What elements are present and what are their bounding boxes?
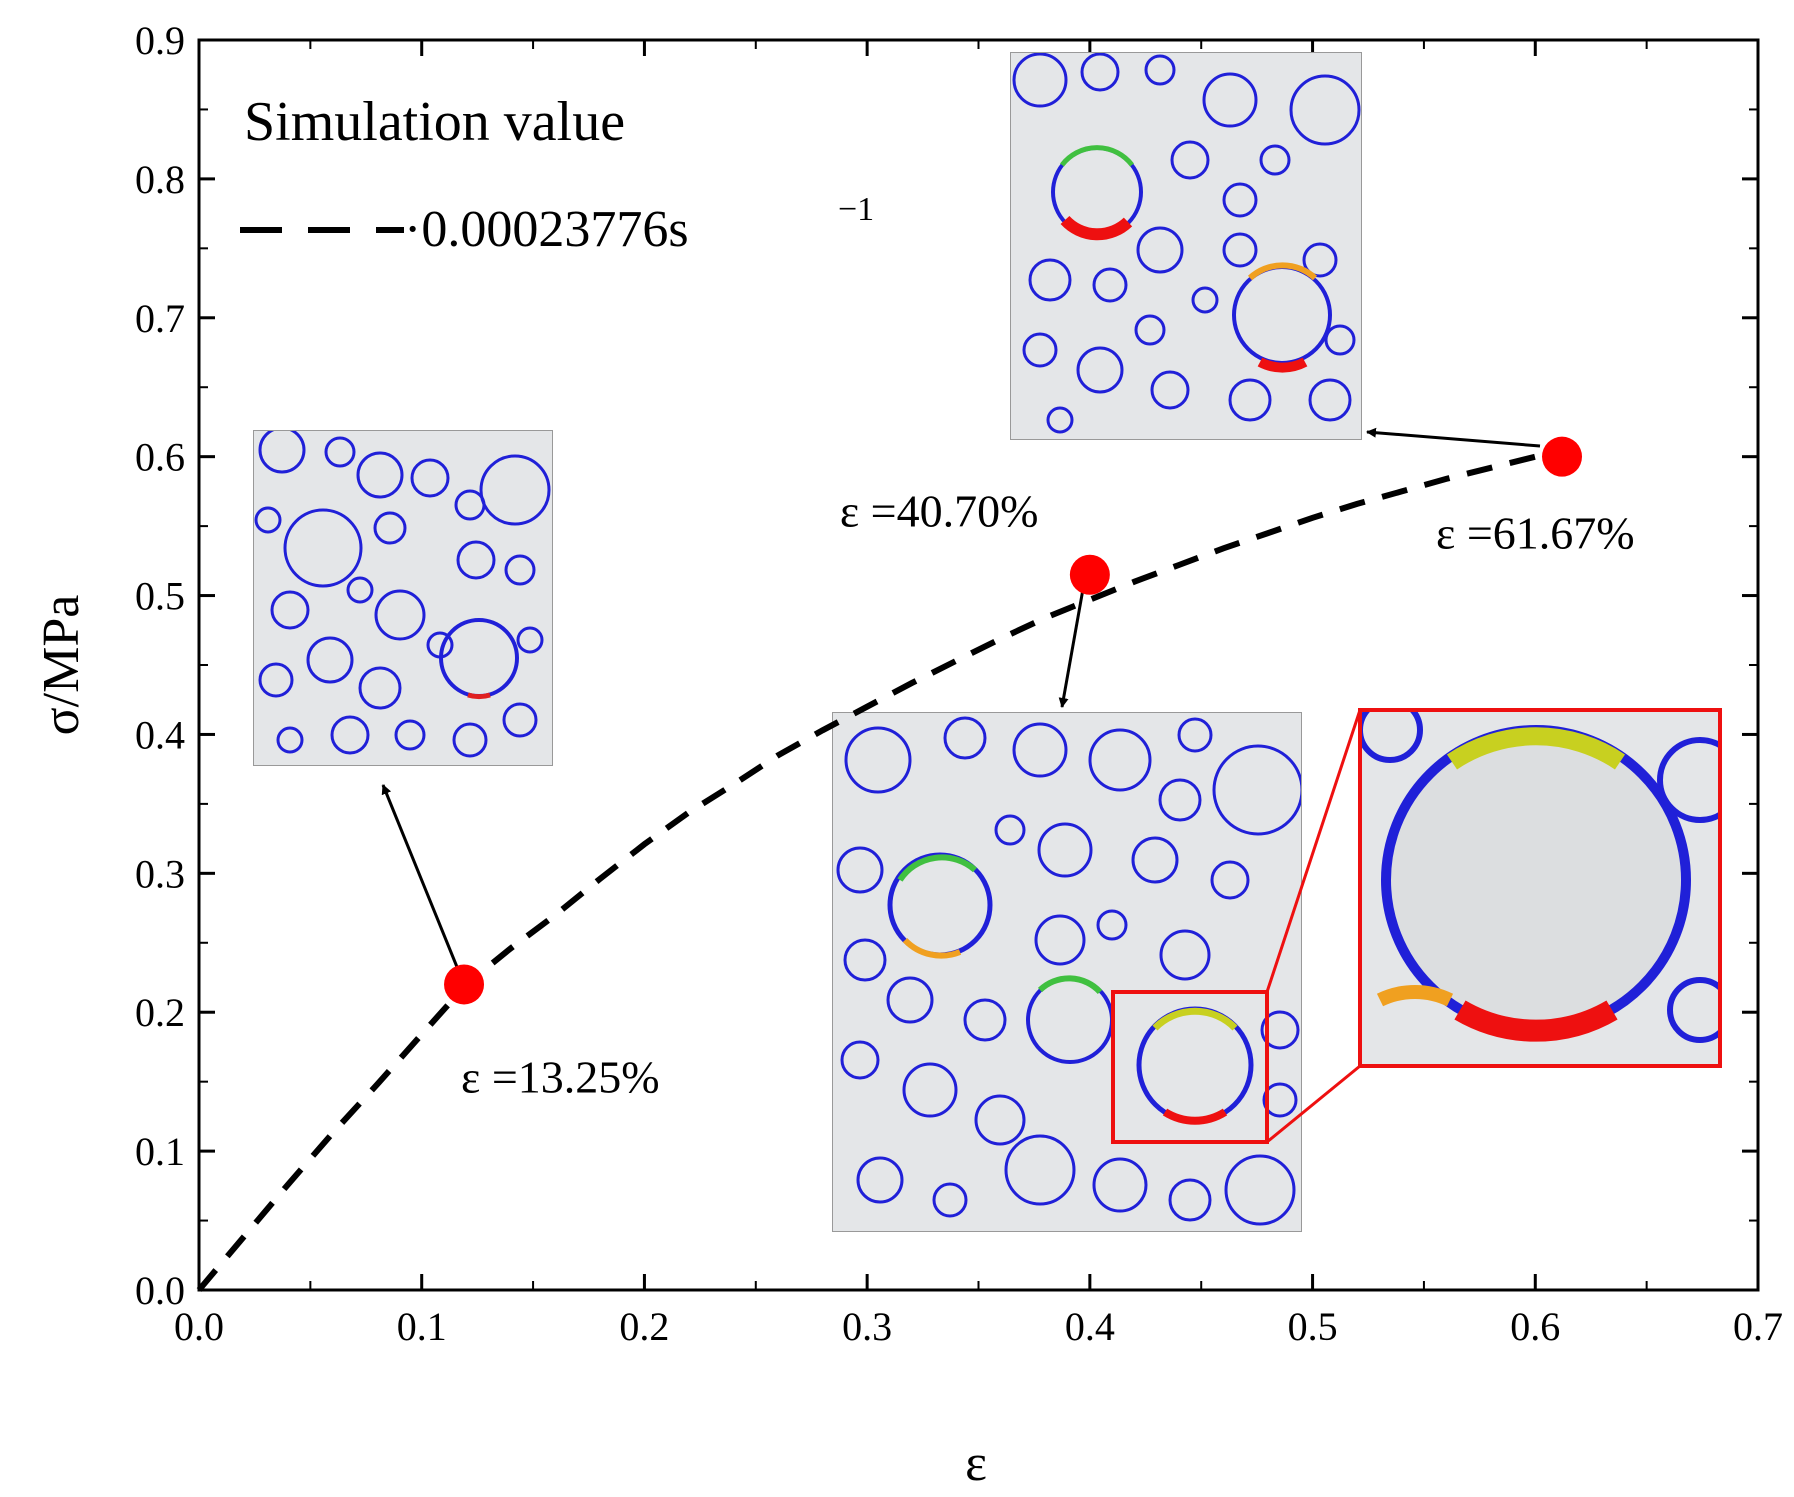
inset-image-zoom (1360, 710, 1720, 1066)
y-tick-label: 0.8 (135, 157, 185, 202)
y-tick-label: 0.6 (135, 435, 185, 480)
x-tick-label: 0.3 (842, 1304, 892, 1349)
x-tick-label: 0.1 (397, 1304, 447, 1349)
strain-marker-point (1542, 436, 1583, 477)
arrow-to-inset-61 (1366, 427, 1541, 448)
inset-image-strain-13 (253, 430, 553, 766)
inset-image-strain-61 (1010, 52, 1362, 440)
x-tick-label: 0.7 (1733, 1304, 1783, 1349)
legend-title: Simulation value (244, 91, 625, 153)
zoom-connector-bottom (1266, 1064, 1361, 1144)
legend-label: ·0.00023776s (404, 201, 689, 258)
x-tick-label: 0.2 (619, 1304, 669, 1349)
y-tick-label: 0.0 (135, 1268, 185, 1313)
x-axis-ticks: 0.0 0.1 0.2 0.3 0.4 0.5 0.6 0.7 (174, 40, 1783, 1349)
strain-marker-label: ε =61.67% (1436, 508, 1635, 559)
x-tick-label: 0.6 (1510, 1304, 1560, 1349)
x-tick-label: 0.5 (1288, 1304, 1338, 1349)
strain-marker-point (444, 964, 485, 1005)
y-axis-title: σ/MPa (33, 595, 90, 736)
x-tick-label: 0.0 (174, 1304, 224, 1349)
y-tick-label: 0.9 (135, 18, 185, 63)
zoom-frame (1358, 708, 1722, 1068)
y-tick-label: 0.2 (135, 990, 185, 1035)
y-tick-label: 0.1 (135, 1129, 185, 1174)
inset-image-strain-40 (832, 712, 1302, 1232)
arrow-to-inset-40 (1058, 588, 1085, 708)
arrow-to-inset-13 (381, 784, 459, 968)
x-axis-title: ε (965, 1435, 987, 1492)
strain-marker-label: ε =13.25% (461, 1051, 660, 1102)
strain-marker-point (1069, 554, 1110, 595)
y-tick-label: 0.3 (135, 851, 185, 896)
strain-markers: ε =13.25% ε =40.70% ε =61.67% (444, 436, 1635, 1102)
strain-marker-label: ε =40.70% (840, 486, 1039, 537)
y-axis-ticks: 0.0 0.1 0.2 0.3 0.4 0.5 0.6 0.7 0.8 0.9 (135, 18, 1758, 1313)
y-tick-label: 0.7 (135, 296, 185, 341)
series-line-0.00023776 (196, 453, 1537, 1292)
y-tick-label: 0.5 (135, 574, 185, 619)
zoom-connector-top (1265, 709, 1362, 993)
zoom-source-box (1111, 990, 1269, 1144)
x-tick-label: 0.4 (1065, 1304, 1115, 1349)
y-tick-label: 0.4 (135, 712, 185, 757)
legend-label-exponent: −1 (838, 191, 874, 228)
